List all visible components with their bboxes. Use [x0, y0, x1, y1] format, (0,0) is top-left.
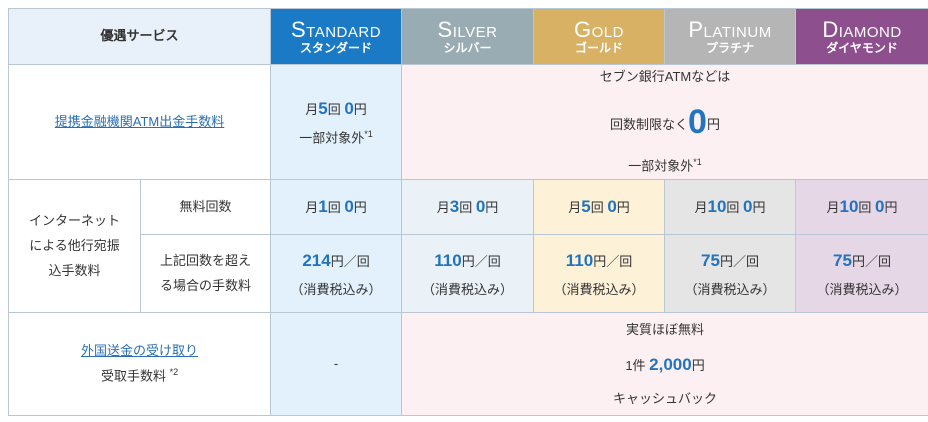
free-gold: 月5回 0円 [533, 179, 666, 236]
free-count-label: 無料回数 [139, 179, 272, 236]
remit-label: 外国送金の受け取り 受取手数料 *2 [7, 312, 272, 417]
over-silver: 110円／回 （消費税込み） [401, 234, 535, 314]
atm-others: セブン銀行ATMなどは 回数制限なく0円 一部対象外*1 [401, 63, 928, 181]
atm-label: 提携金融機関ATM出金手数料 [7, 63, 272, 181]
foreign-remittance-link[interactable]: 外国送金の受け取り [81, 343, 199, 359]
benefits-table: 優遇サービス Standard スタンダード Silver シルバー Gold ゴール… [7, 8, 928, 417]
over-gold: 110円／回 （消費税込み） [533, 234, 666, 314]
rank-diamond: Diamond ダイヤモンド [795, 8, 928, 65]
free-standard: 月1回 0円 [270, 179, 403, 236]
over-standard: 214円／回 （消費税込み） [270, 234, 403, 314]
atm-row: 提携金融機関ATM出金手数料 月5回 0円 一部対象外*1 セブン銀行ATMなど… [7, 63, 928, 181]
atm-fee-link[interactable]: 提携金融機関ATM出金手数料 [54, 113, 225, 129]
remit-others: 実質ほぼ無料 1件 2,000円 キャッシュバック [401, 312, 928, 417]
rank-standard: Standard スタンダード [270, 8, 403, 65]
transfer-label: インターネットによる他行宛振込手数料 [8, 179, 141, 314]
header-row: 優遇サービス Standard スタンダード Silver シルバー Gold ゴール… [7, 8, 928, 65]
remit-standard: - [270, 312, 403, 417]
over-fee-label: 上記回数を超える場合の手数料 [139, 234, 272, 314]
transfer-over-row: 上記回数を超える場合の手数料 214円／回 （消費税込み） 110円／回 （消費税込… [9, 234, 928, 314]
free-diamond: 月10回 0円 [795, 179, 928, 236]
transfer-free-row: インターネットによる他行宛振込手数料 無料回数 月1回 0円 月3回 0円 月5… [8, 179, 928, 314]
rank-platinum: Platinum プラチナ [664, 8, 797, 65]
rank-silver: Silver シルバー [401, 8, 535, 65]
rank-gold: Gold ゴールド [533, 8, 666, 65]
remit-row: 外国送金の受け取り 受取手数料 *2 - 実質ほぼ無料 1件 2,000円 キャ… [7, 312, 928, 417]
free-platinum: 月10回 0円 [664, 179, 797, 236]
over-diamond: 75円／回 （消費税込み） [795, 234, 928, 314]
over-platinum: 75円／回 （消費税込み） [664, 234, 797, 314]
atm-standard: 月5回 0円 一部対象外*1 [270, 63, 403, 181]
free-silver: 月3回 0円 [401, 179, 535, 236]
service-header: 優遇サービス [7, 8, 272, 65]
